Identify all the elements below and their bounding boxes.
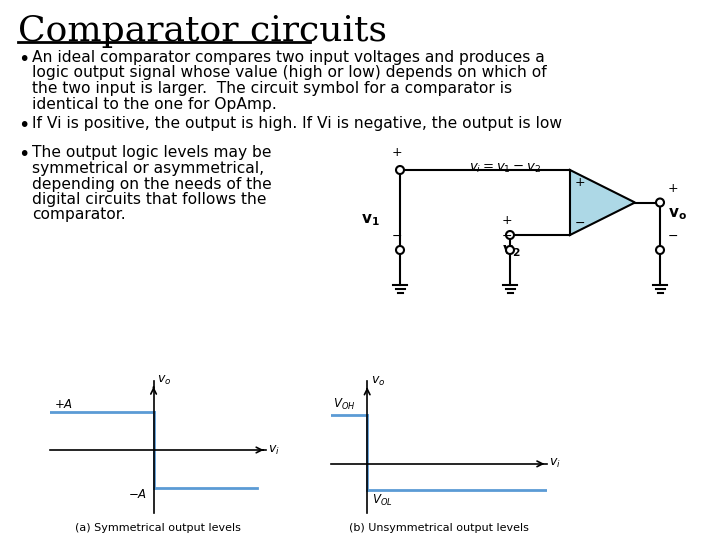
Circle shape — [506, 231, 514, 239]
Text: •: • — [18, 145, 30, 165]
Text: $V_{OH}$: $V_{OH}$ — [333, 396, 356, 411]
Text: $\mathbf{v_o}$: $\mathbf{v_o}$ — [668, 207, 687, 222]
Text: logic output signal whose value (high or low) depends on which of: logic output signal whose value (high or… — [32, 65, 546, 80]
Text: digital circuits that follows the: digital circuits that follows the — [32, 192, 266, 207]
Text: $v_o$: $v_o$ — [371, 375, 385, 388]
Text: $-A$: $-A$ — [128, 488, 147, 502]
Text: $v_i$: $v_i$ — [549, 457, 561, 470]
Text: +: + — [502, 214, 513, 227]
Text: •: • — [18, 116, 30, 135]
Text: Comparator circuits: Comparator circuits — [18, 14, 387, 48]
Text: If Vi is positive, the output is high. If Vi is negative, the output is low: If Vi is positive, the output is high. I… — [32, 116, 562, 131]
Text: $\mathbf{v_1}$: $\mathbf{v_1}$ — [361, 212, 379, 228]
Text: +: + — [392, 145, 402, 159]
Text: $V_{OL}$: $V_{OL}$ — [372, 494, 392, 509]
Text: −: − — [392, 230, 402, 242]
Circle shape — [506, 246, 514, 254]
Text: +: + — [668, 182, 679, 195]
Text: −: − — [575, 217, 585, 230]
Text: An ideal comparator compares two input voltages and produces a: An ideal comparator compares two input v… — [32, 50, 545, 65]
Circle shape — [656, 246, 664, 254]
Text: symmetrical or asymmetrical,: symmetrical or asymmetrical, — [32, 161, 264, 176]
Circle shape — [396, 166, 404, 174]
Text: •: • — [18, 50, 30, 69]
Text: the two input is larger.  The circuit symbol for a comparator is: the two input is larger. The circuit sym… — [32, 81, 512, 96]
Title: (a) Symmetrical output levels: (a) Symmetrical output levels — [76, 523, 241, 534]
Text: identical to the one for OpAmp.: identical to the one for OpAmp. — [32, 97, 276, 111]
Text: $v_i = v_1 - v_2$: $v_i = v_1 - v_2$ — [469, 162, 541, 175]
Text: $+A$: $+A$ — [53, 397, 73, 410]
Text: comparator.: comparator. — [32, 207, 125, 222]
Text: +: + — [575, 176, 585, 188]
Text: $v_i$: $v_i$ — [268, 443, 280, 456]
Text: $\mathbf{v_2}$: $\mathbf{v_2}$ — [502, 243, 521, 259]
Text: The output logic levels may be: The output logic levels may be — [32, 145, 271, 160]
Polygon shape — [570, 170, 635, 235]
Text: −: − — [502, 230, 513, 242]
Circle shape — [656, 199, 664, 206]
Circle shape — [396, 246, 404, 254]
Text: depending on the needs of the: depending on the needs of the — [32, 177, 271, 192]
Text: $v_o$: $v_o$ — [157, 374, 171, 387]
Text: −: − — [668, 230, 678, 242]
Title: (b) Unsymmetrical output levels: (b) Unsymmetrical output levels — [349, 523, 529, 534]
